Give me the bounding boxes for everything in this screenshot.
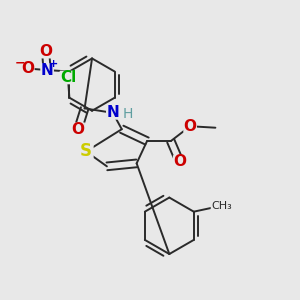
FancyBboxPatch shape (211, 200, 233, 212)
Text: N: N (106, 105, 119, 120)
FancyBboxPatch shape (183, 119, 197, 133)
Text: O: O (72, 122, 85, 137)
Text: Cl: Cl (60, 70, 76, 85)
FancyBboxPatch shape (71, 122, 85, 136)
FancyBboxPatch shape (21, 62, 34, 75)
Text: CH₃: CH₃ (212, 201, 233, 211)
FancyBboxPatch shape (122, 107, 134, 120)
FancyBboxPatch shape (173, 155, 187, 169)
Text: O: O (173, 154, 186, 169)
Text: S: S (80, 142, 92, 160)
Text: +: + (49, 59, 58, 69)
Text: O: O (21, 61, 34, 76)
FancyBboxPatch shape (79, 144, 94, 159)
Text: O: O (39, 44, 52, 59)
Text: N: N (41, 62, 53, 77)
FancyBboxPatch shape (40, 63, 54, 77)
Text: H: H (122, 107, 133, 121)
FancyBboxPatch shape (39, 45, 52, 58)
FancyBboxPatch shape (106, 106, 120, 120)
Text: O: O (184, 119, 196, 134)
FancyBboxPatch shape (60, 70, 76, 84)
Text: −: − (15, 56, 26, 69)
